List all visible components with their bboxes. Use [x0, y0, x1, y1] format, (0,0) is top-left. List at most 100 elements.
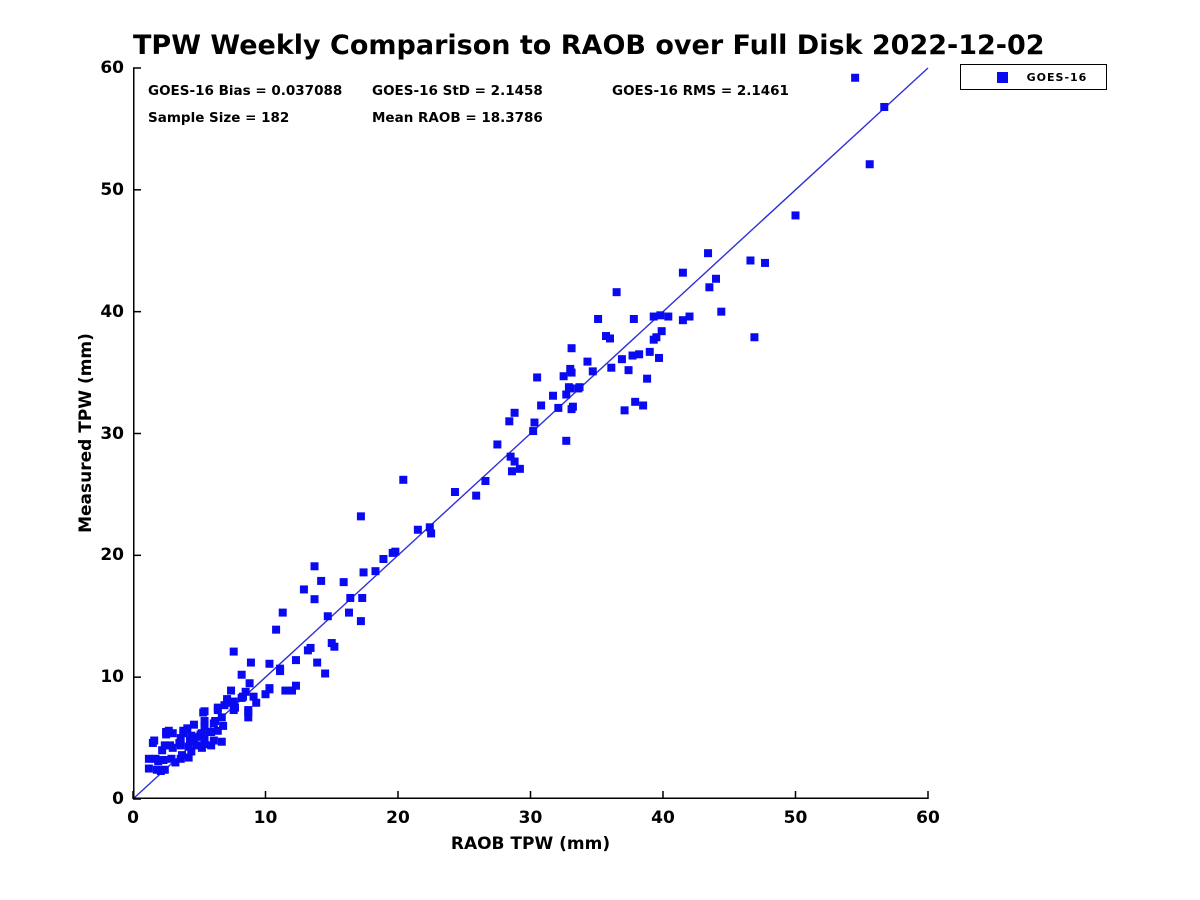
scatter-point — [685, 312, 694, 321]
scatter-point — [252, 698, 261, 707]
scatter-point — [184, 742, 193, 751]
legend-box: GOES-16 — [960, 64, 1107, 90]
scatter-point — [207, 727, 216, 736]
scatter-point — [371, 567, 380, 576]
scatter-point — [575, 383, 584, 392]
scatter-point — [231, 703, 240, 712]
scatter-point — [207, 741, 216, 750]
scatter-point — [276, 667, 285, 676]
scatter-point — [620, 406, 629, 415]
scatter-point — [217, 737, 226, 746]
scatter-point — [507, 467, 516, 476]
scatter-point — [278, 608, 287, 617]
scatter-point — [678, 268, 687, 277]
scatter-point — [227, 686, 236, 695]
scatter-point — [321, 669, 330, 678]
scatter-point — [628, 351, 637, 360]
scatter-point — [310, 562, 319, 571]
scatter-point — [562, 436, 571, 445]
legend-item-label: GOES-16 — [1026, 70, 1088, 84]
scatter-point — [330, 642, 339, 651]
scatter-point — [510, 457, 519, 466]
y-tick-label: 10 — [100, 667, 124, 688]
scatter-point — [168, 743, 177, 752]
scatter-point — [241, 687, 250, 696]
scatter-point — [249, 692, 258, 701]
scatter-point — [238, 692, 247, 701]
scatter-point — [176, 741, 185, 750]
scatter-point — [291, 656, 300, 665]
scatter-plot-svg — [132, 67, 929, 800]
scatter-point — [339, 578, 348, 587]
legend-marker-square-icon — [997, 71, 1008, 83]
scatter-point — [288, 686, 296, 695]
scatter-point — [200, 735, 209, 744]
scatter-point — [607, 363, 616, 372]
y-tick-label: 60 — [100, 58, 124, 78]
scatter-point — [213, 726, 222, 735]
scatter-point — [612, 288, 621, 297]
y-axis-label-text: Measured TPW (mm) — [76, 333, 96, 533]
scatter-point — [425, 523, 434, 532]
chart-title: TPW Weekly Comparison to RAOB over Full … — [133, 30, 1045, 61]
scatter-point — [346, 593, 355, 602]
scatter-point — [657, 327, 666, 336]
scatter-point — [554, 403, 563, 412]
scatter-point — [244, 706, 253, 715]
scatter-point — [144, 754, 153, 763]
scatter-point — [529, 427, 538, 436]
scatter-point — [144, 764, 153, 773]
scatter-point — [594, 314, 603, 323]
scatter-point — [515, 464, 524, 473]
stat-mean-raob: Mean RAOB = 18.3786 — [372, 110, 543, 126]
scatter-point — [583, 357, 592, 366]
scatter-point — [655, 353, 664, 362]
x-tick-label: 10 — [253, 808, 278, 828]
scatter-point — [223, 695, 232, 704]
scatter-point — [291, 681, 300, 690]
scatter-point — [219, 721, 228, 730]
scatter-point — [217, 713, 226, 722]
x-tick-label: 20 — [386, 808, 410, 828]
scatter-point — [246, 658, 255, 667]
scatter-point — [481, 477, 490, 486]
scatter-point — [200, 740, 209, 749]
scatter-point — [588, 367, 597, 376]
scatter-point — [358, 593, 367, 602]
scatter-point — [160, 741, 169, 750]
scatter-point — [617, 355, 626, 364]
scatter-point — [310, 595, 319, 604]
scatter-point — [624, 366, 633, 375]
x-tick-label: 30 — [518, 808, 543, 828]
scatter-point — [189, 720, 198, 729]
scatter-point — [183, 724, 192, 733]
scatter-point — [209, 736, 218, 745]
scatter-point — [265, 659, 274, 668]
scatter-point — [187, 747, 196, 756]
scatter-point — [562, 390, 571, 399]
scatter-point — [639, 401, 648, 410]
y-tick-label: 50 — [100, 179, 124, 200]
scatter-point — [229, 697, 238, 706]
scatter-point — [192, 741, 201, 750]
scatter-point — [200, 707, 209, 716]
y-tick-label: 0 — [112, 789, 124, 809]
stat-std: GOES-16 StD = 2.1458 — [372, 83, 543, 99]
scatter-point — [635, 350, 644, 359]
scatter-point — [450, 487, 459, 496]
scatter-point — [567, 344, 576, 353]
scatter-point — [171, 758, 180, 767]
scatter-point — [712, 274, 720, 283]
scatter-point — [344, 608, 353, 617]
scatter-point — [505, 417, 514, 426]
scatter-point — [678, 316, 687, 325]
scatter-point — [245, 679, 254, 688]
scatter-point — [213, 703, 222, 712]
x-tick-label: 50 — [783, 808, 808, 828]
scatter-point — [399, 475, 408, 484]
scatter-point — [493, 440, 502, 449]
scatter-point — [244, 713, 253, 722]
x-tick-label: 60 — [916, 808, 940, 828]
scatter-point — [237, 670, 246, 679]
